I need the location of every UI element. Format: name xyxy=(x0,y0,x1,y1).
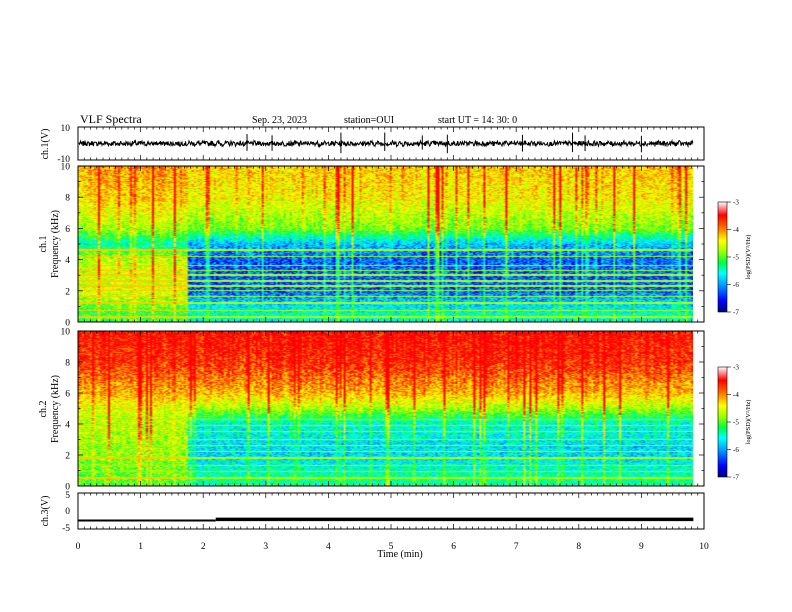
ch1-ytick-top: 10 xyxy=(61,124,71,134)
ch1-waveform-spikes xyxy=(246,132,642,154)
time-axis-label: Time (min) xyxy=(377,549,422,560)
ch1-colorbar-label: log(PSD)(V²/Hz) xyxy=(745,235,752,280)
panel-ch1-waveform: 10 -10 ch.1(V) xyxy=(40,124,705,165)
time-tick-label: 4 xyxy=(326,542,331,552)
time-tick-label: 7 xyxy=(514,542,519,552)
ch1-waveform-ylabel: ch.1(V) xyxy=(40,129,51,160)
colorbar-tick-label: -5 xyxy=(733,254,739,262)
colorbar-tick-label: -6 xyxy=(733,446,739,454)
colorbar-tick-label: -4 xyxy=(733,391,739,399)
ch2-colorbar xyxy=(717,366,728,478)
freq-tick-label: 8 xyxy=(65,359,70,369)
observation-date: Sep. 23, 2023 xyxy=(252,115,307,126)
ch3-ytick-mid: 0 xyxy=(65,507,70,517)
station-label: station=OUI xyxy=(344,115,394,126)
time-tick-label: 9 xyxy=(639,542,644,552)
ch2-spectrogram-ylabel-freq: Frequency (kHz) xyxy=(50,375,61,443)
colorbar-tick-label: -3 xyxy=(733,199,739,207)
ch1-colorbar xyxy=(717,201,728,313)
time-tick-label: 10 xyxy=(699,542,709,552)
ch1-ytick-bottom: -10 xyxy=(57,155,70,165)
ch1-waveform-ticks xyxy=(77,127,705,160)
freq-tick-label: 6 xyxy=(65,390,70,400)
time-tick-label: 6 xyxy=(451,542,456,552)
colorbar-tick-label: -7 xyxy=(733,309,739,317)
ch3-ytick-bottom: -5 xyxy=(62,524,70,534)
time-tick-label: 5 xyxy=(389,542,394,552)
ch2-spectrogram-image xyxy=(78,331,693,486)
ch2-spectrogram-ticks xyxy=(77,330,705,487)
colorbar-tick-label: -5 xyxy=(733,419,739,427)
ch1-spectrogram-ylabel-freq: Frequency (kHz) xyxy=(50,210,61,278)
freq-tick-label: 4 xyxy=(65,256,70,266)
freq-tick-label: 0 xyxy=(65,483,70,493)
ch3-waveform-ylabel: ch.3(V) xyxy=(40,496,51,527)
ch3-ytick-top: 5 xyxy=(65,491,70,501)
freq-tick-label: 10 xyxy=(61,328,71,338)
ch1-colorbar-ticks: -3 -4 -5 -6 -7 xyxy=(727,199,739,317)
time-tick-label: 2 xyxy=(201,542,206,552)
ch1-spectrogram-ticks xyxy=(77,165,705,323)
time-tick-label: 8 xyxy=(576,542,581,552)
freq-tick-label: 2 xyxy=(65,452,70,462)
ch2-spectrogram-ylabel-channel: ch.2 xyxy=(38,401,49,418)
ch1-spectrogram-image xyxy=(78,166,693,322)
ch1-spectrogram-ylabel-channel: ch.1 xyxy=(38,236,49,253)
colorbar-tick-label: -7 xyxy=(733,474,739,482)
ch1-waveform-trace xyxy=(78,138,694,149)
ch2-colorbar-label: log(PSD)(V²/Hz) xyxy=(745,400,752,445)
freq-tick-label: 8 xyxy=(65,194,70,204)
time-tick-label: 3 xyxy=(263,542,268,552)
freq-tick-label: 10 xyxy=(61,163,71,173)
ch3-waveform-ticks xyxy=(77,493,705,529)
figure-title: VLF Spectra xyxy=(80,112,142,126)
freq-tick-label: 6 xyxy=(65,225,70,235)
time-axis-tick-labels: 0 1 2 3 4 5 6 7 8 9 10 xyxy=(76,542,709,552)
time-tick-label: 1 xyxy=(138,542,143,552)
freq-tick-label: 2 xyxy=(65,287,70,297)
colorbar-tick-label: -4 xyxy=(733,226,739,234)
time-tick-label: 0 xyxy=(76,542,81,552)
colorbar-tick-label: -3 xyxy=(733,364,739,372)
ch1-spectrogram-ytick-labels: 0 2 4 6 8 10 xyxy=(61,163,71,329)
ch3-waveform-trace xyxy=(78,517,694,522)
colorbar-tick-label: -6 xyxy=(733,281,739,289)
panel-ch3-waveform: 5 0 -5 ch.3(V) xyxy=(40,491,705,534)
ch3-waveform-frame xyxy=(77,492,705,530)
start-time-label: start UT = 14: 30: 0 xyxy=(438,115,517,126)
freq-tick-label: 4 xyxy=(65,421,70,431)
freq-tick-label: 0 xyxy=(65,319,70,329)
ch2-colorbar-ticks: -3 -4 -5 -6 -7 xyxy=(727,364,739,482)
ch2-spectrogram-ytick-labels: 0 2 4 6 8 10 xyxy=(61,328,71,493)
